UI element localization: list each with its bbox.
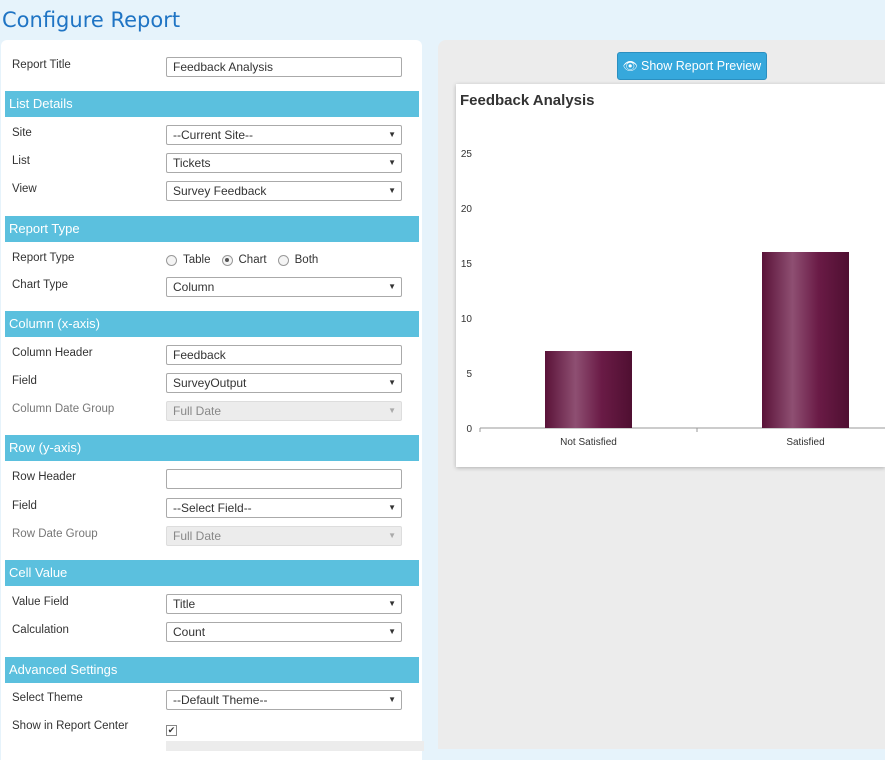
show-in-report-center-checkbox[interactable]: ✔ <box>166 725 177 736</box>
y-tick-label: 10 <box>461 314 473 325</box>
y-tick-label: 5 <box>466 369 472 380</box>
radio-both-label[interactable]: Both <box>294 254 319 266</box>
value-field-label: Value Field <box>12 596 69 608</box>
list-label: List <box>12 155 30 167</box>
column-field-select[interactable]: SurveyOutput <box>166 373 402 393</box>
show-report-preview-label: Show Report Preview <box>641 59 762 73</box>
bar[interactable] <box>545 351 632 428</box>
y-tick-label: 20 <box>461 204 473 215</box>
radio-table-label[interactable]: Table <box>183 254 211 266</box>
value-field-select[interactable]: Title <box>166 594 402 614</box>
site-label: Site <box>12 127 32 139</box>
row-field-select[interactable]: --Select Field-- <box>166 498 402 518</box>
chart-title: Feedback Analysis <box>460 92 595 109</box>
section-row-axis[interactable]: Row (y-axis) <box>5 435 419 461</box>
radio-both[interactable] <box>277 254 289 266</box>
eye-icon: 👁 <box>622 59 639 73</box>
view-label: View <box>12 183 37 195</box>
y-tick-label: 15 <box>461 259 473 270</box>
radio-chart-label[interactable]: Chart <box>238 254 267 266</box>
column-date-group-select: Full Date <box>166 401 402 421</box>
section-column-axis[interactable]: Column (x-axis) <box>5 311 419 337</box>
bar[interactable] <box>762 252 849 428</box>
section-advanced-settings[interactable]: Advanced Settings <box>5 657 419 683</box>
y-tick-label: 0 <box>466 424 472 435</box>
radio-table[interactable] <box>166 254 177 266</box>
section-report-type[interactable]: Report Type <box>5 216 419 242</box>
row-date-group-select: Full Date <box>166 526 402 546</box>
site-select[interactable]: --Current Site-- <box>166 125 402 145</box>
x-tick-label: Satisfied <box>786 437 824 448</box>
row-field-label: Field <box>12 500 37 512</box>
page-title: Configure Report <box>2 8 181 32</box>
list-select[interactable]: Tickets <box>166 153 402 173</box>
row-header-input[interactable] <box>166 469 402 489</box>
section-cell-value[interactable]: Cell Value <box>5 560 419 586</box>
report-title-input[interactable]: Feedback Analysis <box>166 57 402 77</box>
show-in-report-center-label: Show in Report Center <box>12 720 129 732</box>
show-report-preview-button[interactable]: 👁 Show Report Preview <box>617 52 767 80</box>
radio-chart[interactable] <box>221 254 233 266</box>
column-chart: 0 5 10 15 20 25 Not Satisfied Satisfied <box>461 149 885 448</box>
column-date-group-label: Column Date Group <box>12 403 115 415</box>
report-type-radio-group: Table Chart Both <box>166 254 329 266</box>
settings-note <box>166 741 424 751</box>
row-date-group-label: Row Date Group <box>12 528 98 540</box>
chart-card: Feedback Analysis 0 5 10 15 20 25 Not Satisfie… <box>456 84 885 467</box>
select-theme-label: Select Theme <box>12 692 83 704</box>
column-header-label: Column Header <box>12 347 93 359</box>
report-title-label: Report Title <box>12 59 71 71</box>
x-tick-label: Not Satisfied <box>560 437 617 448</box>
column-field-label: Field <box>12 375 37 387</box>
theme-select[interactable]: --Default Theme-- <box>166 690 402 710</box>
y-tick-label: 25 <box>461 149 473 160</box>
section-list-details[interactable]: List Details <box>5 91 419 117</box>
column-header-input[interactable]: Feedback <box>166 345 402 365</box>
report-type-label: Report Type <box>12 252 75 264</box>
configuration-panel <box>1 40 422 760</box>
chart-type-select[interactable]: Column <box>166 277 402 297</box>
row-header-label: Row Header <box>12 471 76 483</box>
chart-type-label: Chart Type <box>12 279 69 291</box>
calculation-select[interactable]: Count <box>166 622 402 642</box>
view-select[interactable]: Survey Feedback <box>166 181 402 201</box>
calculation-label: Calculation <box>12 624 69 636</box>
